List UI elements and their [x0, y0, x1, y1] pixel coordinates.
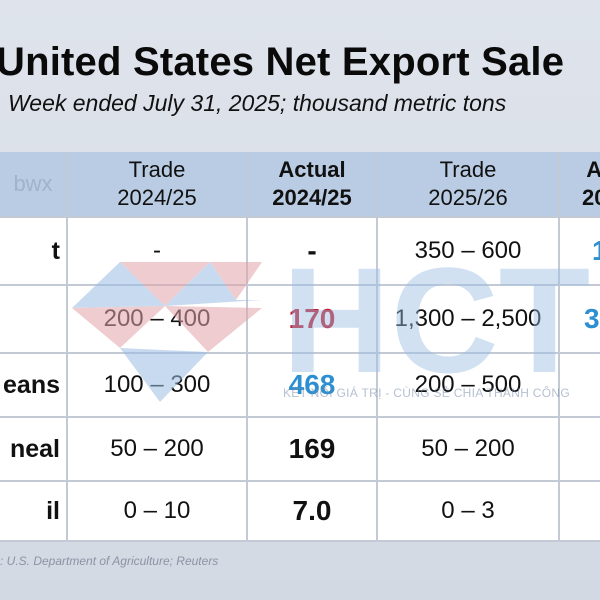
watermark-slogan: KẾT NỐI GIÁ TRỊ - CÙNG SẺ CHIA THÀNH CÔN…	[283, 386, 571, 400]
header-line: 20	[582, 185, 600, 210]
header-trade-2025-26: Trade 2025/26	[378, 152, 560, 218]
slide-title: United States Net Export Sale	[0, 40, 565, 84]
cell-actual-2025-26	[560, 354, 600, 418]
cell-actual-2024-25: 169	[248, 418, 378, 482]
cell-actual-2025-26	[560, 482, 600, 542]
row-label: t	[0, 218, 68, 286]
cell-actual-2024-25: 7.0	[248, 482, 378, 542]
header-actual-2024-25: Actual 2024/25	[248, 152, 378, 218]
slide-subtitle: Week ended July 31, 2025; thousand metri…	[8, 90, 507, 116]
cell-trade-2025-26: 1,300 – 2,500	[378, 286, 560, 354]
bottom-bar	[0, 578, 600, 600]
cell-trade-2025-26: 50 – 200	[378, 418, 560, 482]
cell-actual-2025-26: 3	[560, 286, 600, 354]
header-line: Trade	[128, 157, 186, 182]
row-label	[0, 286, 68, 354]
cell-actual-2025-26: 1	[560, 218, 600, 286]
corner-tag: bwx	[13, 171, 53, 196]
cell-trade-2024-25: -	[68, 218, 248, 286]
row-label: eans	[0, 354, 68, 418]
header-line: A	[586, 157, 600, 182]
header-line: Trade	[439, 157, 497, 182]
cell-trade-2024-25: 50 – 200	[68, 418, 248, 482]
cell-trade-2025-26: 0 – 3	[378, 482, 560, 542]
cell-actual-2024-25: 468	[248, 354, 378, 418]
cell-actual-2024-25: -	[248, 218, 378, 286]
export-sales-table: bwx Trade 2024/25 Actual 2024/25 Trade 2025…	[0, 152, 600, 542]
cell-trade-2024-25: 200 – 400	[68, 286, 248, 354]
row-label: il	[0, 482, 68, 542]
cell-trade-2025-26: 350 – 600	[378, 218, 560, 286]
header-line: Actual	[278, 157, 346, 182]
source-note: s: U.S. Department of Agriculture; Reute…	[0, 554, 219, 568]
cell-trade-2025-26: 200 – 500	[378, 354, 560, 418]
cell-trade-2024-25: 0 – 10	[68, 482, 248, 542]
header-trade-2024-25: Trade 2024/25	[68, 152, 248, 218]
cell-actual-2025-26	[560, 418, 600, 482]
row-label: neal	[0, 418, 68, 482]
header-line: 2025/26	[428, 185, 508, 210]
header-corner-cell: bwx	[0, 152, 68, 218]
cell-trade-2024-25: 100 – 300	[68, 354, 248, 418]
header-line: 2024/25	[117, 185, 197, 210]
cell-actual-2024-25: 170	[248, 286, 378, 354]
header-actual-2025-26: A 20	[560, 152, 600, 218]
header-line: 2024/25	[272, 185, 352, 210]
